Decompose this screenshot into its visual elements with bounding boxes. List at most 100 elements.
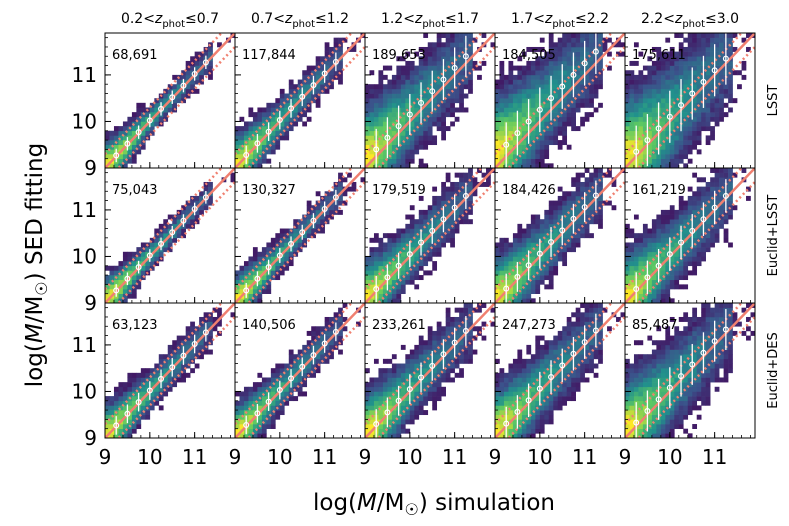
heatmap-cell — [535, 46, 541, 52]
offset-line — [625, 168, 744, 290]
heatmap-cell — [678, 42, 684, 48]
heatmap-cell — [445, 51, 451, 57]
heatmap-cell — [517, 414, 523, 420]
heatmap-cell — [409, 65, 415, 71]
heatmap-cell — [459, 312, 464, 318]
heatmap-cell — [692, 223, 698, 229]
heatmap-cell — [642, 270, 648, 276]
heatmap-cell — [517, 400, 523, 406]
heatmap-cell — [275, 247, 281, 253]
heatmap-cell — [172, 344, 178, 350]
heatmap-cell — [692, 144, 698, 150]
heatmap-cell — [499, 265, 505, 271]
heatmap-cell — [396, 368, 402, 374]
heatmap-cell — [149, 265, 155, 271]
heatmap-cell — [275, 382, 281, 388]
heatmap-cell — [127, 279, 133, 285]
heatmap-cell — [580, 51, 585, 57]
heatmap-cell — [557, 121, 563, 127]
heatmap-cell — [557, 140, 563, 146]
heatmap-cell — [535, 414, 541, 420]
heatmap-cell — [302, 382, 308, 388]
heatmap-cell — [127, 414, 133, 420]
heatmap-cell — [288, 261, 294, 267]
heatmap-cell — [669, 247, 675, 253]
panel-count: 184,505 — [502, 48, 556, 63]
heatmap-cell — [638, 233, 644, 239]
heatmap-cell — [418, 335, 424, 341]
heatmap-cell — [239, 130, 245, 136]
median-point — [418, 239, 425, 246]
heatmap-cell — [145, 396, 151, 402]
heatmap-cell — [638, 51, 644, 57]
heatmap-cell — [369, 396, 375, 402]
heatmap-cell — [293, 358, 299, 364]
heatmap-cell — [638, 107, 644, 113]
heatmap-cell — [378, 377, 384, 383]
heatmap-cell — [638, 144, 644, 150]
heatmap-cell — [338, 195, 343, 201]
heatmap-cell — [625, 256, 630, 262]
heatmap-cell — [683, 270, 689, 276]
heatmap-cell — [445, 126, 451, 132]
heatmap-cell — [391, 410, 397, 416]
heatmap-cell — [593, 88, 599, 94]
heatmap-cell — [306, 340, 312, 346]
heatmap-cell — [557, 247, 563, 253]
heatmap-cell — [468, 84, 473, 90]
heatmap-cell — [450, 51, 455, 57]
heatmap-cell — [409, 391, 415, 397]
heatmap-cell — [499, 298, 505, 303]
identity-line — [495, 33, 625, 168]
heatmap-cell — [315, 102, 321, 108]
heatmap-cell — [642, 163, 648, 168]
heatmap-cell — [333, 70, 339, 76]
heatmap-cell — [427, 107, 433, 113]
heatmap-cell — [678, 195, 684, 201]
heatmap-cell — [589, 219, 594, 225]
heatmap-cell — [441, 130, 446, 136]
heatmap-cell — [553, 242, 559, 248]
heatmap-cell — [683, 84, 689, 90]
offset-line — [116, 181, 235, 303]
heatmap-cell — [629, 84, 635, 90]
heatmap-cell — [302, 88, 308, 94]
heatmap-cell — [257, 112, 263, 118]
heatmap-cell — [544, 372, 550, 378]
heatmap-cell — [629, 121, 635, 127]
heatmap-cell — [118, 293, 124, 299]
heatmap-cell — [714, 65, 720, 71]
heatmap-cell — [217, 42, 222, 48]
heatmap-cell — [512, 126, 518, 132]
heatmap-cell — [499, 116, 505, 122]
heatmap-cell — [284, 391, 290, 397]
heatmap-cell — [185, 200, 191, 206]
heatmap-cell — [499, 144, 505, 150]
heatmap-cell — [656, 51, 662, 57]
heatmap-cell — [674, 256, 680, 262]
heatmap-cell — [302, 84, 308, 90]
heatmap-cell — [382, 154, 388, 159]
heatmap-cell — [279, 98, 285, 104]
heatmap-cell — [517, 163, 523, 168]
heatmap-cell — [396, 74, 402, 80]
heatmap-cell — [530, 228, 536, 234]
heatmap-cell — [382, 358, 388, 364]
heatmap-cell — [593, 93, 599, 99]
heatmap-cell — [208, 316, 213, 322]
heatmap-cell — [719, 116, 724, 122]
heatmap-cell — [669, 46, 675, 52]
heatmap-cell — [369, 121, 375, 127]
heatmap-cell — [468, 186, 473, 192]
heatmap-cell — [432, 344, 438, 350]
heatmap-cell — [674, 163, 680, 168]
heatmap-cell — [185, 358, 191, 364]
heatmap-cell — [665, 79, 671, 85]
heatmap-cell — [629, 270, 635, 276]
heatmap-cell — [557, 65, 563, 71]
heatmap-cell — [432, 65, 438, 71]
heatmap-cell — [118, 410, 124, 416]
heatmap-cell — [553, 233, 559, 239]
heatmap-cell — [499, 289, 505, 294]
heatmap-cell — [539, 247, 545, 253]
